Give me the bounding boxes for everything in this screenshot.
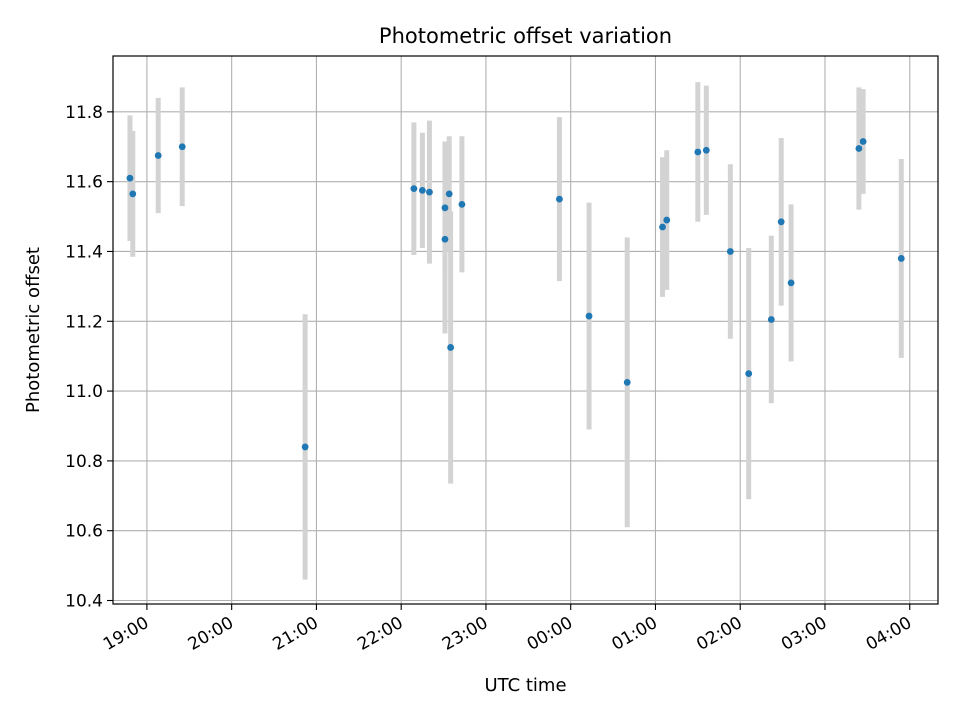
data-point bbox=[129, 190, 137, 198]
data-point bbox=[726, 248, 734, 255]
data-point bbox=[154, 152, 162, 159]
data-point bbox=[441, 235, 449, 243]
data-point bbox=[445, 190, 453, 198]
data-point bbox=[745, 370, 753, 378]
data-point bbox=[659, 223, 666, 231]
ticks: 19:00 20:00 21:00 22:00 23:00 00:00 01:00 02:00… bbox=[65, 103, 915, 655]
data-point bbox=[301, 443, 309, 451]
data-point bbox=[458, 200, 466, 208]
x-tick-label: 03:00 bbox=[778, 613, 830, 655]
error-bars bbox=[127, 82, 904, 580]
x-tick-label: 02:00 bbox=[693, 613, 745, 655]
data-point bbox=[777, 218, 785, 226]
y-tick-label: 11.8 bbox=[65, 103, 103, 123]
data-point bbox=[418, 186, 426, 194]
data-point bbox=[787, 279, 795, 287]
y-tick-label: 11.2 bbox=[65, 312, 103, 332]
data-point bbox=[767, 316, 775, 323]
y-tick-label: 10.8 bbox=[65, 452, 103, 472]
x-tick-label: 22:00 bbox=[354, 613, 406, 655]
x-tick-label: 19:00 bbox=[100, 613, 152, 655]
data-point bbox=[585, 312, 593, 320]
x-tick-label: 21:00 bbox=[269, 613, 321, 655]
x-tick-label: 23:00 bbox=[439, 613, 491, 655]
y-tick-label: 10.4 bbox=[65, 592, 103, 612]
grid bbox=[113, 56, 938, 604]
data-point bbox=[855, 145, 863, 152]
data-point bbox=[410, 185, 418, 193]
data-point bbox=[126, 174, 134, 182]
data-point bbox=[623, 378, 631, 386]
x-tick-label: 04:00 bbox=[863, 613, 915, 655]
data-markers bbox=[126, 138, 905, 451]
data-point bbox=[702, 146, 710, 154]
chart-title: Photometric offset variation bbox=[379, 24, 672, 48]
y-tick-label: 10.6 bbox=[65, 522, 103, 542]
data-point bbox=[178, 143, 186, 151]
data-point bbox=[897, 255, 905, 262]
y-axis-title: Photometric offset bbox=[23, 247, 44, 413]
data-point bbox=[859, 138, 867, 145]
x-tick-label: 01:00 bbox=[609, 613, 661, 655]
data-point bbox=[663, 216, 671, 224]
data-point bbox=[694, 148, 702, 156]
y-tick-label: 11.6 bbox=[65, 173, 103, 193]
data-point bbox=[426, 188, 433, 196]
y-tick-label: 11.0 bbox=[65, 382, 103, 402]
plot-frame bbox=[112, 55, 939, 605]
x-axis-title: UTC time bbox=[484, 675, 566, 696]
data-point bbox=[447, 344, 455, 351]
x-tick-label: 00:00 bbox=[524, 613, 576, 655]
x-tick-label: 20:00 bbox=[185, 613, 237, 655]
data-point bbox=[556, 195, 563, 203]
data-point bbox=[441, 204, 449, 212]
y-tick-label: 11.4 bbox=[65, 242, 103, 262]
